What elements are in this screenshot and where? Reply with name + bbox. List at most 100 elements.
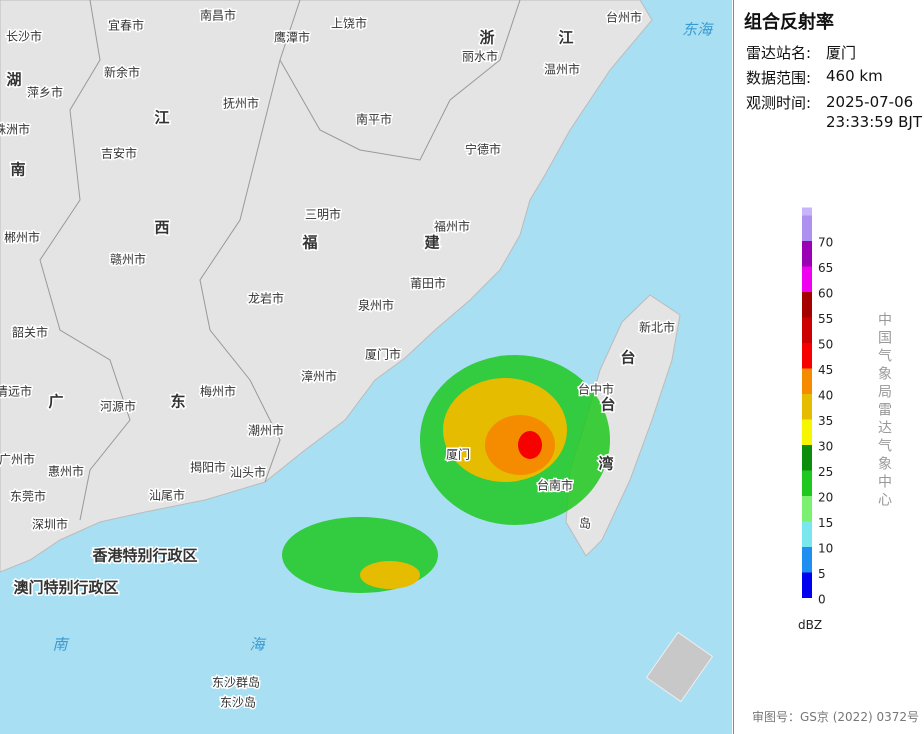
label: 雷达站名: bbox=[746, 44, 812, 62]
legend-label: 35 bbox=[818, 414, 833, 428]
map-label: 湖 bbox=[6, 71, 21, 89]
time-row: 观测时间: 2025-07-06 23:33:59 BJT bbox=[746, 92, 922, 131]
legend-label: 5 bbox=[818, 567, 826, 581]
legend-label: 70 bbox=[818, 236, 833, 250]
map-label: 韶关市 bbox=[12, 325, 48, 340]
map-label: 泉州市 bbox=[358, 298, 394, 313]
title: 组合反射率 bbox=[744, 12, 834, 33]
map-label: 台 bbox=[620, 349, 635, 367]
map-label: 东海 bbox=[682, 21, 714, 39]
legend-label: 45 bbox=[818, 363, 833, 377]
value: 厦门 bbox=[826, 44, 857, 62]
legend: 0 5 10 15 20 25 30 35 40 45 50 55 60 65 70 bbox=[802, 207, 833, 607]
value: 2025-07-06 23:33:59 BJT bbox=[826, 93, 923, 131]
legend-swatch bbox=[802, 215, 812, 241]
map-label: 西 bbox=[154, 219, 169, 237]
map-label: 揭阳市 bbox=[190, 460, 226, 475]
map-label: 温州市 bbox=[544, 62, 580, 77]
map-label: 台南市 bbox=[537, 478, 573, 493]
map-label: 新余市 bbox=[104, 65, 140, 80]
legend-swatch bbox=[802, 368, 812, 394]
map-label: 宁德市 bbox=[465, 142, 501, 157]
value: 460 km bbox=[826, 67, 883, 85]
map-label: 惠州市 bbox=[48, 464, 84, 479]
map-label: 汕头市 bbox=[230, 465, 266, 480]
station-row: 雷达站名: 厦门 bbox=[746, 42, 856, 63]
gray-box bbox=[645, 631, 714, 703]
map: 长沙市宜春市南昌市鹰潭市上饶市浙丽水市江温州市台州市东海湖萍乡市新余市抚州市江株… bbox=[0, 0, 732, 734]
map-label: 东沙群岛 bbox=[212, 675, 260, 690]
legend-top bbox=[802, 207, 812, 216]
map-label: 长沙市 bbox=[6, 29, 42, 44]
legend-swatch bbox=[802, 317, 812, 343]
map-label: 潮州市 bbox=[248, 423, 284, 438]
map-label: 香港特别行政区 bbox=[92, 547, 197, 565]
map-label: 上饶市 bbox=[331, 16, 367, 31]
map-label: 厦门 bbox=[446, 447, 470, 462]
map-label: 株洲市 bbox=[0, 122, 30, 137]
legend-label: 60 bbox=[818, 287, 833, 301]
legend-swatch bbox=[802, 343, 812, 369]
legend-label: 25 bbox=[818, 465, 833, 479]
legend-label: 0 bbox=[818, 593, 826, 607]
legend-swatch bbox=[802, 496, 812, 522]
map-label: 福州市 bbox=[434, 219, 470, 234]
agency: 中国气象局雷达气象中心 bbox=[876, 312, 892, 510]
legend-swatch bbox=[802, 419, 812, 445]
label: 观测时间: bbox=[746, 94, 812, 112]
legend-label: 65 bbox=[818, 261, 833, 275]
map-label: 广 bbox=[48, 393, 63, 411]
legend-label: 10 bbox=[818, 542, 833, 556]
map-label: 江 bbox=[558, 29, 573, 47]
map-label: 深圳市 bbox=[32, 517, 68, 532]
legend-label: 40 bbox=[818, 389, 833, 403]
legend-swatch bbox=[802, 292, 812, 318]
map-label: 宜春市 bbox=[108, 18, 144, 33]
legend-label: 20 bbox=[818, 491, 833, 505]
radar-echo bbox=[282, 355, 610, 593]
legend-swatch bbox=[802, 394, 812, 420]
map-label: 台州市 bbox=[606, 10, 642, 25]
map-label: 海 bbox=[249, 636, 266, 654]
map-label: 东莞市 bbox=[10, 489, 46, 504]
map-label: 新北市 bbox=[639, 320, 675, 335]
map-label: 郴州市 bbox=[4, 230, 40, 245]
legend-label: 15 bbox=[818, 516, 833, 530]
map-label: 台中市 bbox=[578, 382, 614, 397]
legend-label: 55 bbox=[818, 312, 833, 326]
map-label: 东 bbox=[170, 393, 185, 411]
map-label: 漳州市 bbox=[301, 369, 337, 384]
map-label: 鹰潭市 bbox=[274, 30, 310, 45]
legend-swatch bbox=[802, 445, 812, 471]
legend-swatch bbox=[802, 266, 812, 292]
map-label: 台 bbox=[600, 396, 615, 414]
map-label: 梅州市 bbox=[200, 384, 236, 399]
map-label: 澳门特别行政区 bbox=[13, 579, 118, 597]
legend-label: 50 bbox=[818, 338, 833, 352]
legend-swatch bbox=[802, 572, 812, 598]
map-label: 南 bbox=[10, 161, 25, 179]
legend-swatch bbox=[802, 241, 812, 267]
map-label: 南平市 bbox=[356, 112, 392, 127]
legend-swatch bbox=[802, 521, 812, 547]
map-label: 河源市 bbox=[100, 399, 136, 414]
map-label: 东沙岛 bbox=[220, 695, 256, 710]
map-label: 萍乡市 bbox=[27, 85, 63, 100]
map-label: 江 bbox=[154, 109, 169, 127]
map-label: 抚州市 bbox=[223, 96, 259, 111]
map-label: 厦门市 bbox=[365, 347, 401, 362]
map-label: 赣州市 bbox=[110, 252, 146, 267]
map-label: 清远市 bbox=[0, 384, 32, 399]
map-label: 建 bbox=[424, 234, 440, 252]
range-row: 数据范围: 460 km bbox=[746, 67, 883, 88]
map-label: 丽水市 bbox=[462, 49, 498, 64]
legend-label: 30 bbox=[818, 440, 833, 454]
legend-unit: dBZ bbox=[798, 618, 823, 632]
approval: 审图号：GS京 (2022) 0372号 bbox=[752, 710, 919, 724]
map-label: 南昌市 bbox=[200, 8, 236, 23]
map-label: 三明市 bbox=[305, 207, 341, 222]
map-label: 福 bbox=[301, 234, 317, 252]
map-label: 广州市 bbox=[0, 452, 35, 467]
map-label: 湾 bbox=[598, 455, 613, 473]
